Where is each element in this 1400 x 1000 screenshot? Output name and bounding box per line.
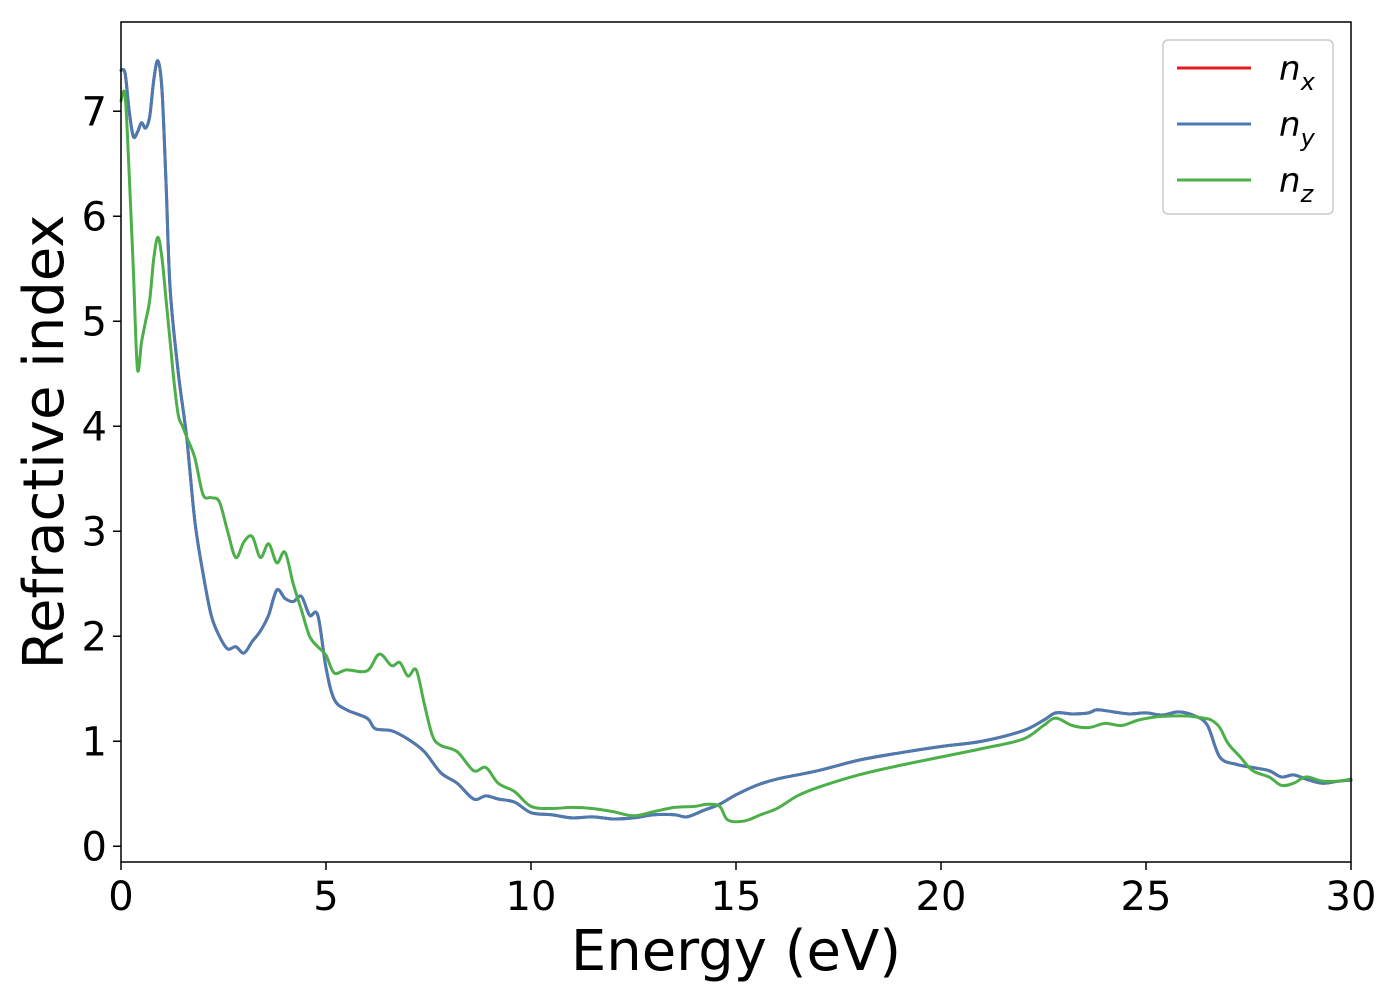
legend-label-subscript: y	[1300, 124, 1316, 152]
legend-box	[1162, 39, 1334, 215]
x-axis: 0 5 10 15 20 25 30	[108, 862, 1376, 920]
x-tick-label: 10	[506, 874, 557, 920]
legend-label-base: n	[1279, 49, 1301, 89]
plot-background	[121, 22, 1351, 862]
x-tick-label: 20	[916, 874, 967, 920]
x-tick-label: 25	[1121, 874, 1172, 920]
series-lines	[119, 59, 1353, 824]
x-tick-label: 0	[108, 874, 133, 920]
y-tick-label: 0	[82, 824, 107, 870]
y-tick-label: 3	[82, 509, 107, 555]
y-tick-label: 5	[82, 299, 107, 345]
y-tick-label: 2	[82, 614, 107, 660]
legend-label-ny: ny	[1279, 105, 1316, 152]
y-tick-label: 7	[82, 89, 107, 135]
legend-label-subscript: x	[1300, 68, 1316, 96]
x-tick-label: 15	[711, 874, 762, 920]
x-tick-label: 5	[313, 874, 338, 920]
legend-label-base: n	[1279, 105, 1301, 145]
y-tick-label: 1	[82, 719, 107, 765]
legend-label-nx: nx	[1279, 49, 1316, 96]
y-axis-title: Refractive index	[12, 215, 77, 670]
legend-label-base: n	[1279, 161, 1301, 201]
legend-label-subscript: z	[1300, 180, 1315, 208]
y-tick-label: 4	[82, 404, 107, 450]
legend-label-nz: nz	[1279, 161, 1315, 208]
y-tick-label: 6	[82, 194, 107, 240]
x-tick-label: 30	[1326, 874, 1377, 920]
y-axis: 0 1 2 3 4 5 6 7	[82, 89, 121, 870]
series-line-ny	[119, 59, 1353, 821]
series-line-nz	[119, 89, 1353, 824]
x-axis-title: Energy (eV)	[571, 919, 901, 984]
